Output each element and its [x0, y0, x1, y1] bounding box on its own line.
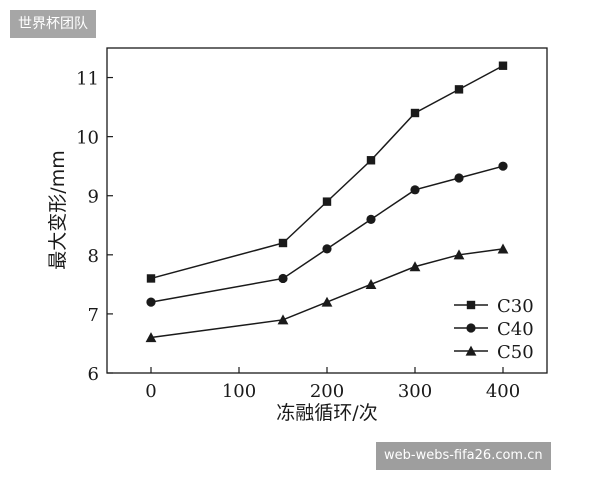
data-point-square — [322, 197, 332, 206]
data-point-circle — [410, 185, 420, 195]
series-c50 — [145, 243, 509, 343]
series-line — [150, 165, 504, 303]
data-point-circle — [454, 173, 464, 183]
plot-frame — [106, 47, 548, 374]
x-tick-label: 400 — [486, 381, 520, 402]
data-point-square — [366, 156, 376, 165]
series-group — [145, 61, 509, 343]
y-tick-label: 7 — [88, 305, 99, 326]
x-axis-label: 冻融循环/次 — [276, 402, 377, 424]
x-ticks: 0 100 200 300 400 — [145, 367, 520, 402]
series-c30 — [146, 61, 508, 283]
data-point-square — [454, 85, 464, 94]
data-point-circle — [322, 244, 332, 254]
x-tick-label: 300 — [398, 381, 432, 402]
legend-entry-c30: C30 — [454, 296, 534, 317]
data-point-square — [466, 300, 476, 310]
data-point-triangle — [453, 249, 465, 260]
legend-entry-c50: C50 — [454, 342, 534, 363]
y-axis-label: 最大变形/mm — [47, 150, 69, 269]
data-point-triangle — [465, 345, 477, 356]
y-tick-label: 9 — [88, 187, 99, 208]
data-point-square — [498, 61, 508, 70]
data-point-triangle — [145, 332, 157, 343]
watermark-bottom: web-webs-fifa26.com.cn — [376, 442, 551, 470]
y-tick-label: 11 — [76, 69, 99, 90]
data-point-square — [146, 274, 156, 283]
x-tick-label: 100 — [222, 381, 256, 402]
legend-label: C30 — [497, 296, 534, 317]
y-ticks: 6 7 8 9 10 11 — [76, 69, 113, 385]
data-point-triangle — [321, 296, 333, 307]
data-point-triangle — [409, 261, 421, 272]
x-tick-label: 0 — [145, 381, 156, 402]
series-c40 — [146, 161, 508, 307]
data-point-triangle — [365, 278, 377, 289]
data-point-circle — [146, 297, 156, 307]
data-point-circle — [466, 323, 476, 333]
watermark-top: 世界杯团队 — [10, 10, 96, 38]
y-tick-label: 8 — [88, 246, 99, 267]
x-tick-label: 200 — [310, 381, 344, 402]
legend-label: C40 — [497, 319, 534, 340]
data-point-circle — [498, 161, 508, 171]
legend-label: C50 — [497, 342, 534, 363]
y-tick-label: 6 — [88, 364, 99, 385]
data-point-circle — [366, 214, 376, 224]
data-point-triangle — [277, 314, 289, 325]
data-point-triangle — [497, 243, 509, 254]
y-tick-label: 10 — [76, 128, 99, 149]
legend-entry-c40: C40 — [454, 319, 534, 340]
data-point-square — [410, 108, 420, 118]
data-point-circle — [278, 273, 288, 284]
data-point-square — [278, 238, 288, 248]
